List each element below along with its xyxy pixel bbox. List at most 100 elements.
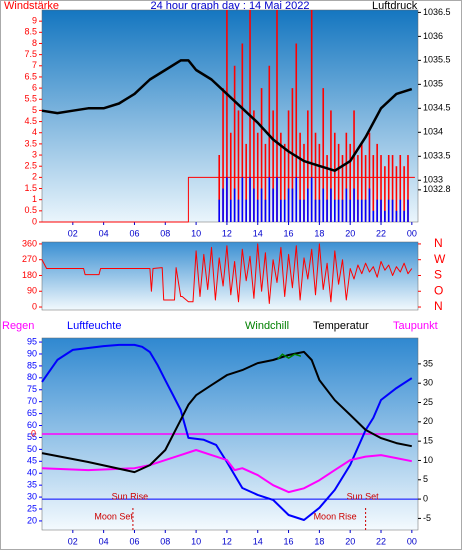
pressure-label: Luftdruck [372,0,418,12]
x-tick-label: 20 [345,228,355,238]
y-tick-label: 7.5 [24,49,37,59]
wind-label: Windstärke [4,0,59,12]
y2-tick-label: 1033.5 [423,151,451,161]
y2-tick-label: 15 [423,436,433,446]
x-tick-label: 08 [160,536,170,546]
x-tick-label: 10 [191,228,201,238]
y-tick-label: 45 [27,456,37,466]
y2-tick-label: 20 [423,416,433,426]
y-tick-label: 1.5 [24,183,37,193]
y-tick-label: 180 [22,270,37,280]
y2-tick-label: O [434,283,443,297]
moon-annotation: Moon Set [94,511,133,521]
legend-entry: Luftfeuchte [67,320,121,332]
y2-tick-label: 1035 [423,79,443,89]
x-tick-label: 02 [68,536,78,546]
y-tick-label: 360 [22,238,37,248]
y2-tick-label: 1032.8 [423,184,451,194]
y-tick-label: 20 [27,515,37,525]
y2-tick-label: 1034 [423,127,443,137]
y-tick-label: 3.5 [24,138,37,148]
y-tick-label: 25 [27,503,37,513]
x-tick-label: 12 [222,536,232,546]
legend-entry: Taupunkt [393,320,438,332]
y2-tick-label: S [434,268,442,282]
series-line [41,449,412,494]
x-tick-label: 04 [99,228,109,238]
x-tick-label: 04 [99,536,109,546]
y-tick-label: 70 [27,396,37,406]
y2-tick-label: 30 [423,378,433,388]
sun-annotation: Sun Rise [112,491,149,501]
x-tick-label: 20 [345,536,355,546]
y-tick-label: 7 [32,60,37,70]
y2-tick-label: 1035.5 [423,55,451,65]
y-tick-label: 80 [27,372,37,382]
y2-tick-label: 5 [423,474,428,484]
moon-annotation: Moon Rise [314,511,357,521]
x-tick-label: 10 [191,536,201,546]
y-tick-label: 40 [27,468,37,478]
y-tick-label: 270 [22,254,37,264]
series-line [41,59,413,172]
x-tick-label: 14 [253,228,263,238]
y2-tick-label: 0 [423,493,428,503]
y2-tick-label: 1034.5 [423,103,451,113]
rain-label: Regen [2,320,34,332]
x-tick-label: 06 [129,228,139,238]
x-tick-label: 06 [129,536,139,546]
y-tick-label: 0.5 [24,205,37,215]
y-tick-label: 60 [27,420,37,430]
y-tick-label: 50 [27,444,37,454]
y-tick-label: 4 [32,127,37,137]
x-tick-label: 22 [376,536,386,546]
x-tick-label: 00 [407,536,417,546]
y-tick-label: 35 [27,480,37,490]
y-tick-label: 90 [27,286,37,296]
y2-tick-label: 1036 [423,31,443,41]
y2-tick-label: 1033 [423,175,443,185]
y2-tick-label: -5 [423,513,431,523]
y-tick-label: 90 [27,348,37,358]
x-tick-label: 08 [160,228,170,238]
y-tick-label: 8 [32,38,37,48]
plot-background [41,241,419,311]
legend-entry: Windchill [245,320,289,332]
y2-tick-label: 35 [423,358,433,368]
x-tick-label: 16 [284,228,294,238]
y-tick-label: 30 [27,491,37,501]
y-tick-label: 65 [27,408,37,418]
y-tick-label: 75 [27,384,37,394]
sun-annotation: Sun Set [347,491,380,501]
y2-tick-label: W [434,252,446,266]
chart-title: 24 hour graph day : 14 Mai 2022 [150,0,309,12]
y-tick-label: 1 [32,194,37,204]
x-tick-label: 14 [253,536,263,546]
series-line [42,176,415,223]
y2-tick-label: 25 [423,397,433,407]
y-tick-label: 0 [32,301,37,311]
rain-tick-label: 0 [31,428,36,438]
y-tick-label: 8.5 [24,27,37,37]
x-tick-label: 22 [376,228,386,238]
legend-entry: Temperatur [313,320,369,332]
y2-tick-label: 1036.5 [423,7,451,17]
x-tick-label: 12 [222,228,232,238]
y-tick-label: 9 [32,16,37,26]
y-tick-label: 5 [32,105,37,115]
x-tick-label: 18 [314,228,324,238]
series-line [41,243,413,304]
y-tick-label: 3 [32,149,37,159]
y-tick-label: 85 [27,360,37,370]
y2-tick-label: N [434,236,443,250]
y-tick-label: 2.5 [24,161,37,171]
series-line [41,350,412,474]
x-tick-label: 18 [314,536,324,546]
y-tick-label: 2 [32,172,37,182]
y-tick-label: 4.5 [24,116,37,126]
y-tick-label: 6 [32,82,37,92]
y2-tick-label: 10 [423,455,433,465]
y-tick-label: 5.5 [24,94,37,104]
